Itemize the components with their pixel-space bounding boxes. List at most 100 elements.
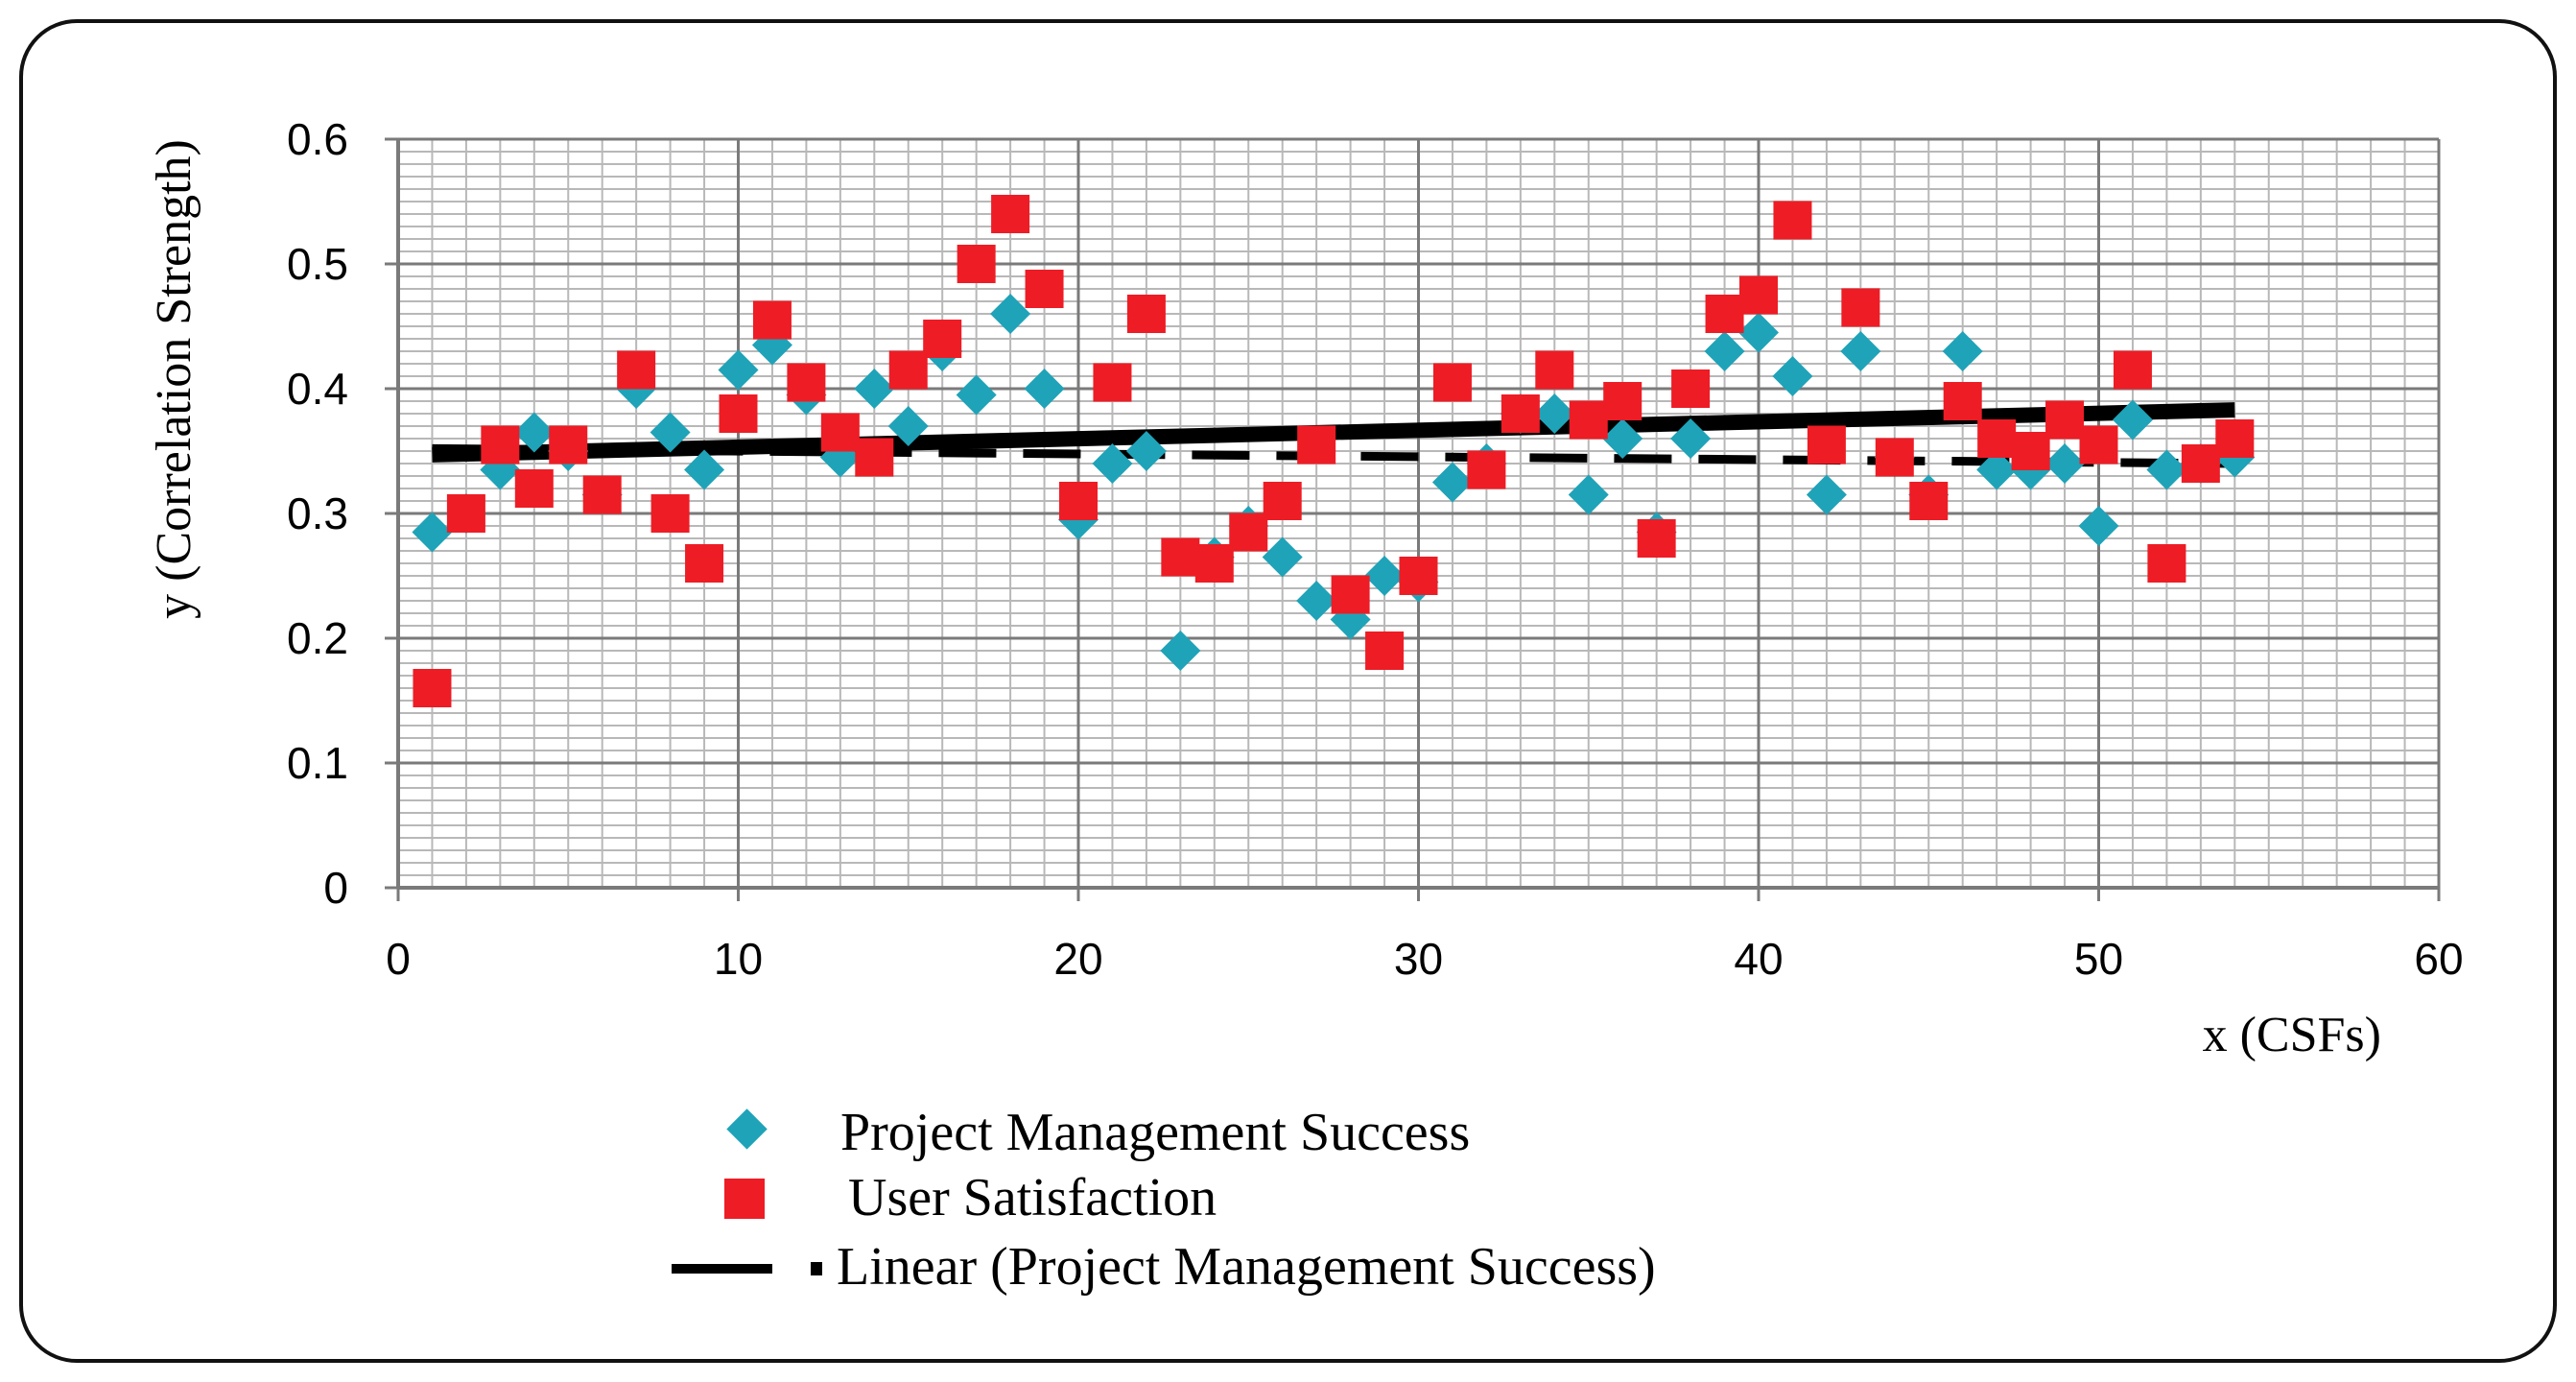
y-tick-label: 0.3 [287, 488, 348, 538]
pms-point [1568, 474, 1609, 515]
us-point [617, 350, 656, 390]
pms-point [2044, 443, 2086, 484]
us-point [1773, 201, 1812, 240]
pms-point [2146, 449, 2187, 490]
us-point [2147, 544, 2186, 583]
pms-point [684, 449, 725, 490]
us-point [1569, 400, 1608, 440]
us-point [446, 494, 485, 533]
x-tick-label: 60 [2414, 934, 2463, 984]
pms-point [2112, 399, 2153, 441]
legend-label-pms: Project Management Success [840, 1103, 1470, 1162]
us-point [1535, 350, 1574, 390]
us-point [481, 425, 520, 465]
us-point [1603, 382, 1642, 420]
us-point [923, 320, 962, 358]
us-point [1875, 438, 1914, 477]
us-point [1841, 288, 1880, 327]
y-tick-label: 0.4 [287, 364, 348, 414]
us-point [991, 195, 1030, 233]
legend-diamond-marker [726, 1108, 768, 1150]
pms-point [1431, 462, 1473, 503]
us-point [1399, 557, 1438, 595]
legend-label-linear: Linear (Project Management Success) [837, 1237, 1656, 1297]
pms-point [513, 412, 555, 453]
pms-point [1602, 418, 1643, 459]
us-point [1807, 425, 1846, 465]
us-point [1093, 363, 1132, 402]
pms-point [1738, 312, 1779, 353]
us-point [2181, 444, 2220, 483]
y-tick-label: 0.5 [287, 239, 348, 289]
us-point [820, 413, 860, 452]
legend-item-us: User Satisfaction [724, 1168, 1217, 1227]
us-point [2045, 400, 2085, 440]
us-point [1501, 394, 1540, 433]
us-point [752, 300, 792, 340]
pms-point [1840, 331, 1881, 371]
y-tick-label: 0.2 [287, 613, 348, 663]
pms-point [1364, 556, 1406, 596]
us-point [1126, 295, 1166, 333]
us-point [2113, 350, 2152, 390]
us-point [1943, 382, 1982, 420]
series-user-satisfaction [413, 195, 2255, 707]
pms-point [1160, 631, 1201, 671]
us-point [1365, 631, 1405, 670]
us-point [1297, 425, 1336, 465]
x-tick-label: 40 [1734, 934, 1783, 984]
pms-point [956, 374, 997, 416]
us-point [1705, 295, 1744, 333]
us-point [1263, 482, 1302, 520]
us-point [1229, 512, 1268, 552]
us-point [1025, 270, 1064, 308]
x-tick-label: 20 [1053, 934, 1102, 984]
y-axis-title: y (Correlation Strength) [147, 139, 201, 619]
us-point [855, 438, 894, 477]
us-point [413, 669, 452, 707]
pms-point [650, 412, 691, 453]
pms-point [1976, 449, 2018, 490]
us-point [1977, 419, 2017, 458]
us-point [1331, 575, 1370, 614]
legend-dash-marker [811, 1262, 822, 1275]
us-point [514, 469, 554, 508]
us-point [549, 425, 588, 465]
x-axis-title: x (CSFs) [2203, 1008, 2381, 1062]
pms-point [1092, 443, 1133, 484]
us-point [2079, 425, 2118, 465]
pms-point [1704, 331, 1745, 371]
us-point [2011, 432, 2050, 470]
us-point [685, 544, 724, 583]
pms-point [1125, 431, 1167, 471]
pms-point [990, 294, 1031, 334]
legend-label-us: User Satisfaction [848, 1168, 1217, 1227]
legend-item-linear: Linear (Project Management Success) [672, 1237, 1656, 1297]
x-tick-label: 30 [1394, 934, 1443, 984]
pms-point [718, 349, 759, 391]
x-tick-label: 50 [2074, 934, 2123, 984]
y-tick-label: 0 [323, 863, 348, 913]
pms-point [1670, 418, 1712, 459]
pms-point [1942, 331, 1983, 371]
us-point [1194, 544, 1234, 583]
us-point [582, 475, 622, 514]
legend: Project Management Success User Satisfac… [672, 1103, 1656, 1297]
us-point [1467, 450, 1506, 489]
pms-point [2078, 506, 2119, 546]
us-point [1059, 482, 1098, 520]
x-tick-label: 0 [386, 934, 411, 984]
pms-point [1262, 536, 1303, 578]
pms-point [1024, 369, 1065, 409]
pms-point [1806, 474, 1847, 515]
y-tick-label: 0.6 [287, 114, 348, 164]
us-point [1637, 519, 1676, 558]
y-tick-label: 0.1 [287, 738, 348, 788]
tick-labels: 0 10 20 30 40 50 60 0 0.1 0.2 0.3 0.4 0.5 0.6 [287, 114, 2464, 984]
us-point [957, 245, 996, 283]
legend-item-pms: Project Management Success [726, 1103, 1470, 1162]
pms-point [412, 512, 453, 553]
legend-square-marker [724, 1179, 765, 1219]
pms-point [1772, 356, 1813, 396]
